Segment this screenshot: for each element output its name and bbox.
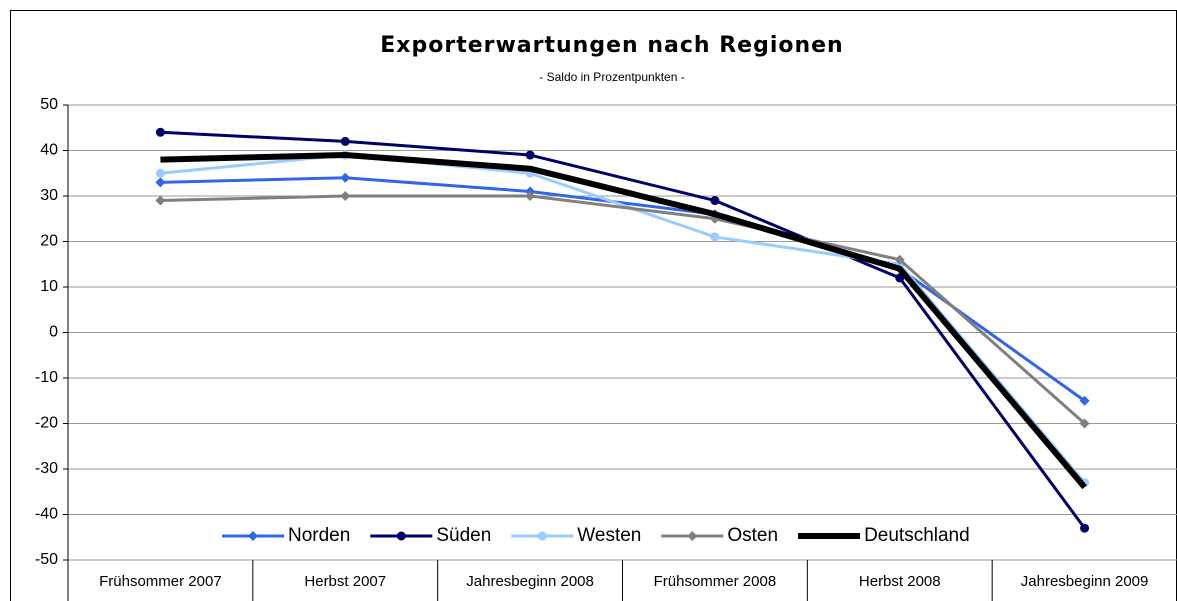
chart-title: Exporterwartungen nach Regionen [380,33,843,58]
marker [1079,395,1090,406]
series-line [160,194,1086,425]
marker [537,531,547,541]
legend-label: Westen [577,525,641,546]
y-tick-label: 30 [40,187,58,204]
y-tick-label: 0 [49,324,58,341]
y-tick-label: -50 [35,551,58,568]
legend-label: Osten [727,525,778,546]
x-tick-label: Jahresbeginn 2008 [466,573,594,590]
y-tick-label: -10 [35,369,58,386]
x-tick-label: Herbst 2008 [859,573,941,590]
marker [710,232,720,242]
x-tick-label: Herbst 2007 [304,573,386,590]
marker [894,254,905,265]
marker [340,136,350,146]
series-line [160,176,1086,402]
legend-label: Süden [436,525,491,546]
marker [340,191,351,201]
chart-subtitle: - Saldo in Prozentpunkten - [539,70,684,84]
marker [155,168,165,178]
marker [687,531,698,541]
x-tick-label: Frühsommer 2007 [99,573,222,590]
legend-label: Deutschland [864,525,970,546]
y-tick-label: -20 [35,415,58,432]
y-tick-label: 10 [40,278,58,295]
marker [340,172,351,183]
marker [155,195,166,206]
marker [155,127,165,137]
series-line [160,152,1087,490]
marker [396,531,406,541]
marker [710,196,720,206]
series-line [160,130,1086,530]
marker [1079,418,1090,429]
y-tick-label: 20 [40,233,58,250]
y-tick-label: -30 [35,460,58,477]
y-tick-label: 50 [40,96,58,113]
marker [1080,523,1090,533]
x-tick-label: Jahresbeginn 2009 [1021,573,1149,590]
y-tick-label: -40 [35,506,58,523]
marker [155,177,166,188]
y-tick-label: 40 [40,142,58,159]
marker [525,150,535,160]
x-tick-label: Frühsommer 2008 [654,573,777,590]
legend-label: Norden [288,525,350,546]
chart-frame [10,10,1177,601]
marker [525,191,536,201]
marker [248,531,258,541]
